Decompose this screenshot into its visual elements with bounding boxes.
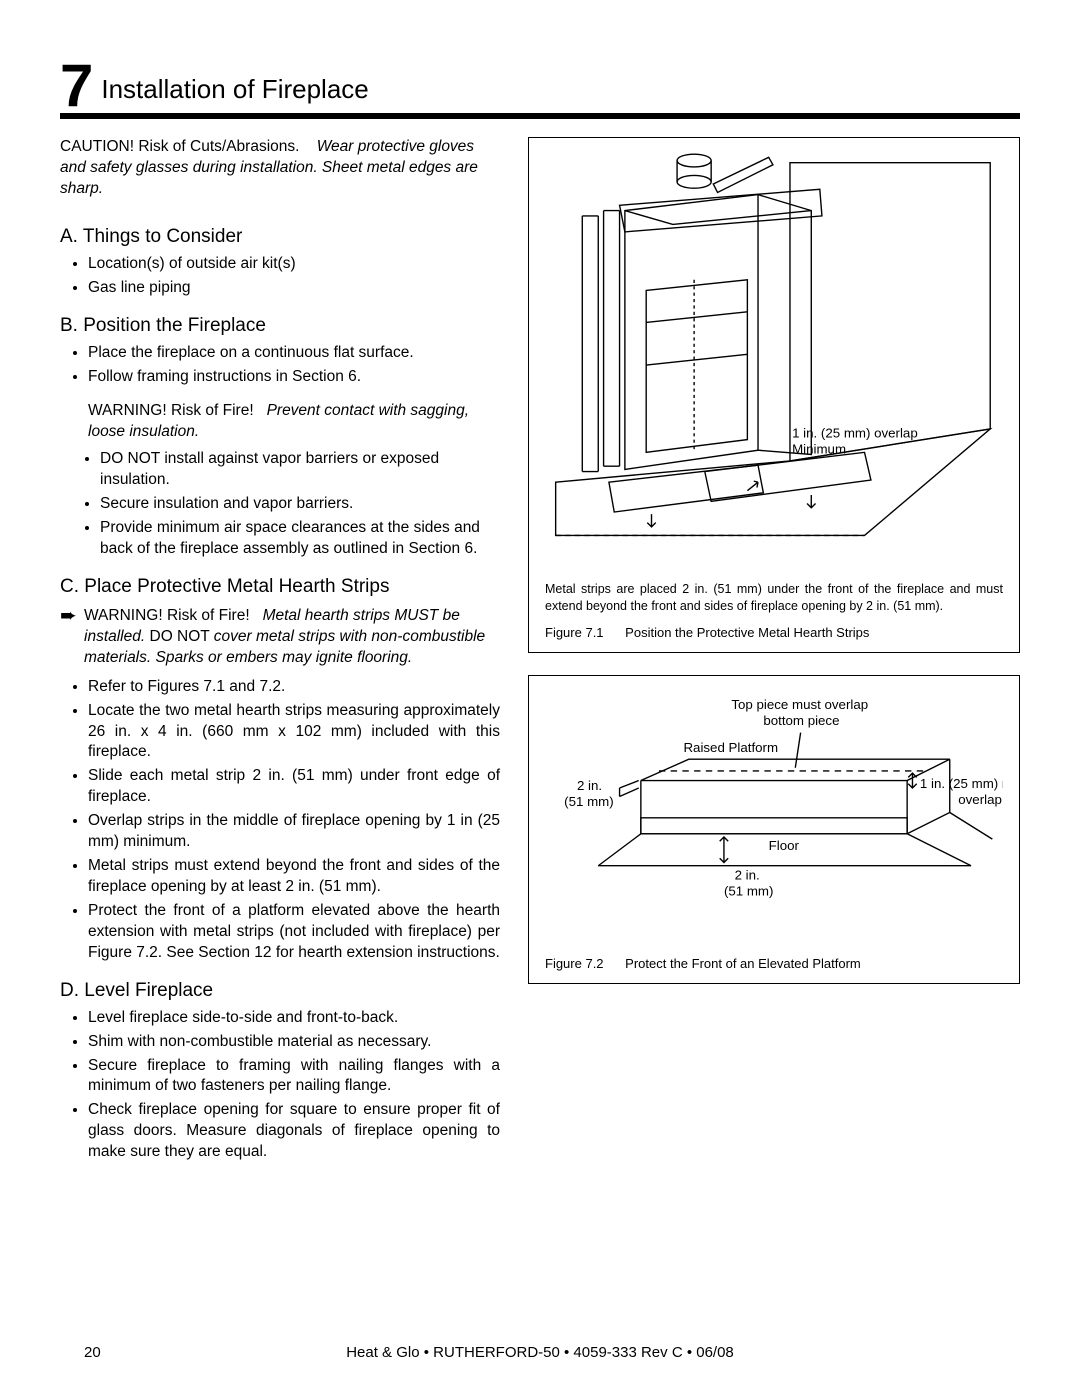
heading-b: B. Position the Fireplace — [60, 315, 500, 337]
list-item: Follow framing instructions in Section 6… — [88, 367, 500, 388]
list-item: Gas line piping — [88, 278, 500, 299]
fig72-caption-text: Protect the Front of an Elevated Platfor… — [625, 956, 861, 971]
list-b: Place the fireplace on a continuous flat… — [60, 343, 500, 388]
warning-c: ➨ WARNING! Risk of Fire! Metal hearth st… — [60, 606, 500, 669]
list-item: Place the fireplace on a continuous flat… — [88, 343, 500, 364]
list-item: Level fireplace side-to-side and front-t… — [88, 1008, 500, 1029]
list-item: DO NOT install against vapor barriers or… — [100, 449, 500, 491]
caution-lead: CAUTION! Risk of Cuts/Abrasions. — [60, 138, 299, 155]
warning-b: WARNING! Risk of Fire! Prevent contact w… — [60, 401, 500, 443]
page-number: 20 — [84, 1344, 101, 1361]
caution-paragraph: CAUTION! Risk of Cuts/Abrasions. Wear pr… — [60, 137, 500, 200]
list-item: Secure fireplace to framing with nailing… — [88, 1056, 500, 1098]
section-header: 7 Installation of Fireplace — [60, 60, 1020, 119]
fig71-label2: Minimum — [792, 441, 846, 456]
heading-c: C. Place Protective Metal Hearth Strips — [60, 576, 500, 598]
list-item: Location(s) of outside air kit(s) — [88, 254, 500, 275]
fig72-right-a: 1 in. (25 mm) min. — [920, 776, 1003, 791]
footer-text: Heat & Glo • RUTHERFORD-50 • 4059-333 Re… — [60, 1344, 1020, 1361]
c-warn-plain: DO NOT — [145, 628, 214, 645]
warning-lead: WARNING! Risk of Fire! — [88, 402, 254, 419]
right-column: 1 in. (25 mm) overlap Minimum Metal stri… — [528, 137, 1020, 1177]
fig72-top-label-1: Top piece must overlap — [731, 697, 868, 712]
fig71-caption-text: Position the Protective Metal Hearth Str… — [625, 625, 869, 640]
fig72-caption-num: Figure 7.2 — [545, 956, 604, 971]
list-item: Slide each metal strip 2 in. (51 mm) und… — [88, 766, 500, 808]
list-item: Check fireplace opening for square to en… — [88, 1100, 500, 1163]
warning-c-text: WARNING! Risk of Fire! Metal hearth stri… — [84, 606, 500, 669]
fig72-bottom-2in-b: (51 mm) — [724, 884, 774, 899]
list-item: Refer to Figures 7.1 and 7.2. — [88, 677, 500, 698]
fig72-bottom-2in-a: 2 in. — [735, 868, 760, 883]
fig71-note: Metal strips are placed 2 in. (51 mm) un… — [545, 581, 1003, 615]
list-c: Refer to Figures 7.1 and 7.2. Locate the… — [60, 677, 500, 964]
heading-d: D. Level Fireplace — [60, 980, 500, 1002]
fig72-caption: Figure 7.2 Protect the Front of an Eleva… — [545, 956, 1003, 973]
fig72-left-2in-a: 2 in. — [577, 778, 602, 793]
list-item: Overlap strips in the middle of fireplac… — [88, 811, 500, 853]
fig71-caption-num: Figure 7.1 — [545, 625, 604, 640]
figure-7-1: 1 in. (25 mm) overlap Minimum Metal stri… — [528, 137, 1020, 653]
fig71-caption: Figure 7.1 Position the Protective Metal… — [545, 625, 1003, 642]
donot-lead: DO NOT — [100, 450, 164, 467]
list-b-sub: DO NOT install against vapor barriers or… — [60, 449, 500, 560]
fig72-top-label-2: bottom piece — [763, 713, 839, 728]
fig72-raised: Raised Platform — [683, 740, 778, 755]
figure-7-1-svg: 1 in. (25 mm) overlap Minimum — [545, 152, 1003, 567]
list-item: Protect the front of a platform elevated… — [88, 901, 500, 964]
fig71-label1: 1 in. (25 mm) overlap — [792, 425, 918, 440]
list-item: Shim with non-combustible material as ne… — [88, 1032, 500, 1053]
fig72-floor: Floor — [769, 838, 800, 853]
sub3-italic: Provide minimum air space clearances at … — [100, 519, 480, 557]
left-column: CAUTION! Risk of Cuts/Abrasions. Wear pr… — [60, 137, 500, 1177]
list-item: Locate the two metal hearth strips measu… — [88, 701, 500, 764]
fig72-right-b: overlap — [958, 792, 1002, 807]
two-column-layout: CAUTION! Risk of Cuts/Abrasions. Wear pr… — [60, 137, 1020, 1177]
page: 7 Installation of Fireplace CAUTION! Ris… — [0, 0, 1080, 1397]
list-item: Secure insulation and vapor barriers. — [100, 494, 500, 515]
section-number: 7 — [60, 60, 93, 111]
list-d: Level fireplace side-to-side and front-t… — [60, 1008, 500, 1163]
list-a: Location(s) of outside air kit(s) Gas li… — [60, 254, 500, 299]
c-warn-lead: WARNING! Risk of Fire! — [84, 607, 250, 624]
figure-7-2-svg: Top piece must overlap bottom piece Rais… — [545, 690, 1003, 946]
page-footer: 20 Heat & Glo • RUTHERFORD-50 • 4059-333… — [60, 1344, 1020, 1361]
list-item: Metal strips must extend beyond the fron… — [88, 856, 500, 898]
sub2-italic: Secure insulation and vapor barriers. — [100, 495, 353, 512]
section-title: Installation of Fireplace — [101, 74, 368, 111]
list-item: Provide minimum air space clearances at … — [100, 518, 500, 560]
arrow-icon: ➨ — [60, 606, 84, 669]
heading-a: A. Things to Consider — [60, 226, 500, 248]
figure-7-2: Top piece must overlap bottom piece Rais… — [528, 675, 1020, 984]
fig72-left-2in-b: (51 mm) — [564, 794, 614, 809]
